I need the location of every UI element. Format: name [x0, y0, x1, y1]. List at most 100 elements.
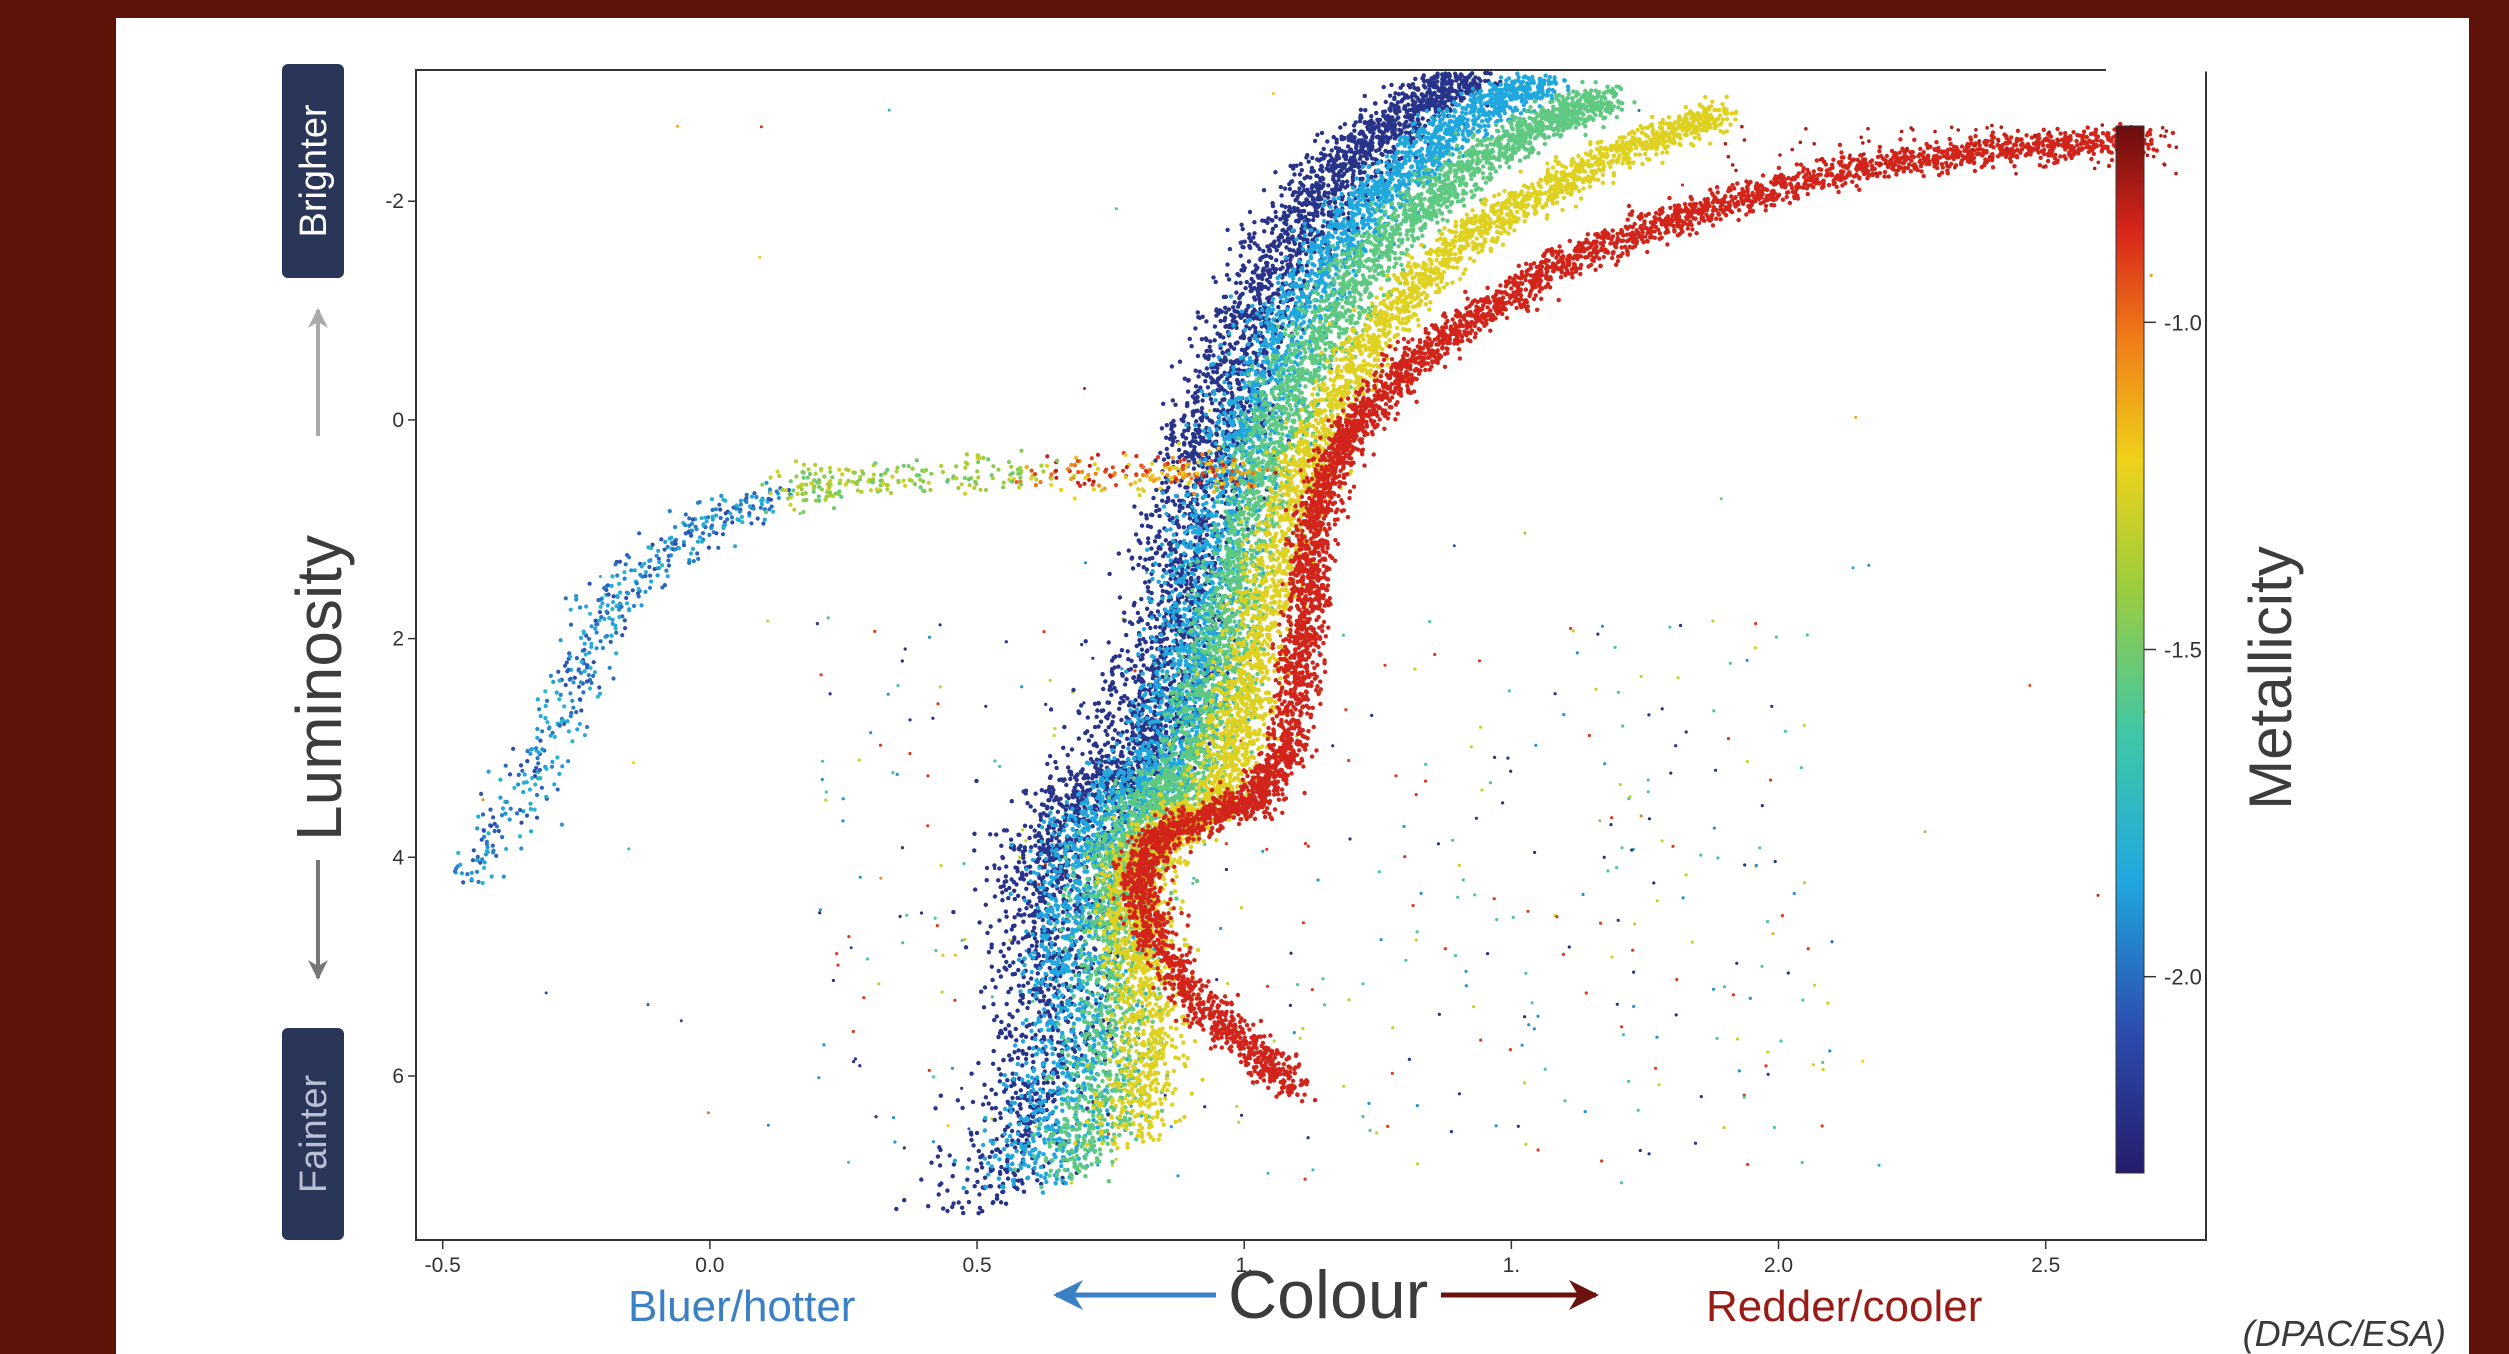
data-point: [1288, 262, 1292, 266]
data-point: [1021, 828, 1024, 831]
data-point: [1050, 806, 1054, 810]
data-point: [1183, 377, 1187, 381]
data-point: [1016, 1048, 1020, 1052]
data-point: [1058, 890, 1062, 894]
data-point: [1170, 516, 1174, 520]
data-point: [1321, 977, 1324, 980]
data-point: [1220, 310, 1224, 314]
data-point: [1257, 247, 1261, 251]
data-point: [926, 774, 929, 777]
data-point: [1024, 839, 1027, 842]
data-point: [1049, 1035, 1053, 1039]
data-point: [1272, 92, 1275, 95]
data-point: [1427, 87, 1431, 91]
data-point: [1005, 1078, 1009, 1082]
data-point: [1178, 557, 1182, 561]
data-point: [1012, 915, 1016, 919]
data-point: [1367, 148, 1371, 152]
data-point: [1241, 268, 1245, 272]
data-point: [1480, 788, 1483, 791]
data-point: [599, 575, 602, 578]
data-point: [1351, 169, 1355, 173]
data-point: [1165, 423, 1169, 427]
data-point: [1301, 202, 1305, 206]
data-point: [1155, 617, 1159, 621]
data-point: [1631, 949, 1634, 952]
data-point: [1149, 728, 1153, 732]
data-point: [1408, 1058, 1411, 1061]
data-point: [1298, 181, 1302, 185]
data-point: [999, 844, 1003, 848]
data-point: [1271, 244, 1275, 248]
data-point: [1016, 833, 1020, 837]
data-point: [1367, 1102, 1370, 1105]
data-point: [1120, 648, 1124, 652]
data-point: [1554, 692, 1557, 695]
data-point: [1137, 538, 1141, 542]
data-point: [1109, 693, 1113, 697]
data-point: [1617, 919, 1620, 922]
data-point: [1083, 731, 1087, 735]
data-point: [1168, 577, 1172, 581]
data-point: [1225, 842, 1228, 845]
data-point: [1154, 551, 1158, 555]
data-point: [1297, 214, 1301, 218]
data-point: [1306, 260, 1310, 264]
data-point: [1338, 125, 1342, 129]
data-point: [947, 1124, 950, 1127]
data-point: [1619, 783, 1622, 786]
data-point: [1392, 97, 1396, 101]
data-point: [941, 991, 944, 994]
data-point: [1225, 228, 1229, 232]
data-point: [1656, 899, 1659, 902]
data-point: [1016, 940, 1020, 944]
data-point: [985, 931, 989, 935]
data-point: [1413, 668, 1416, 671]
data-point: [1273, 170, 1277, 174]
data-point: [1193, 326, 1197, 330]
data-point: [1647, 713, 1650, 716]
data-point: [482, 798, 485, 801]
data-point: [938, 1183, 942, 1187]
data-point: [1286, 324, 1290, 328]
data-point: [1390, 115, 1394, 119]
data-point: [1054, 924, 1057, 927]
data-point: [1016, 894, 1020, 898]
data-point: [1430, 101, 1434, 105]
data-point: [1675, 978, 1678, 981]
data-point: [1149, 646, 1153, 650]
data-point: [1144, 640, 1148, 644]
data-point: [1189, 344, 1193, 348]
data-point: [1182, 441, 1186, 445]
data-point: [1020, 685, 1023, 688]
data-point: [1458, 864, 1461, 867]
data-point: [1075, 965, 1079, 969]
data-point: [1473, 893, 1476, 896]
data-point: [977, 1149, 981, 1153]
data-point: [1157, 529, 1161, 533]
data-point: [1654, 1067, 1657, 1070]
data-point: [1189, 576, 1193, 580]
data-point: [1153, 704, 1157, 708]
data-point: [1501, 801, 1504, 804]
data-point: [1195, 502, 1199, 506]
data-point: [969, 1072, 973, 1076]
data-point: [1202, 353, 1206, 357]
data-point: [937, 1192, 941, 1196]
data-point: [1314, 181, 1318, 185]
data-point: [1292, 190, 1296, 194]
data-point: [1208, 345, 1212, 349]
data-point: [1459, 72, 1463, 76]
data-point: [1640, 815, 1643, 818]
data-point: [1210, 401, 1214, 405]
data-point: [1300, 209, 1304, 213]
data-point: [1375, 1131, 1378, 1134]
data-point: [1130, 556, 1134, 560]
data-point: [1240, 1114, 1243, 1117]
data-point: [999, 1072, 1003, 1076]
data-point: [1220, 500, 1224, 504]
data-point: [1712, 709, 1715, 712]
data-point: [1339, 168, 1343, 172]
data-point: [1192, 877, 1195, 880]
data-point: [1240, 906, 1243, 909]
